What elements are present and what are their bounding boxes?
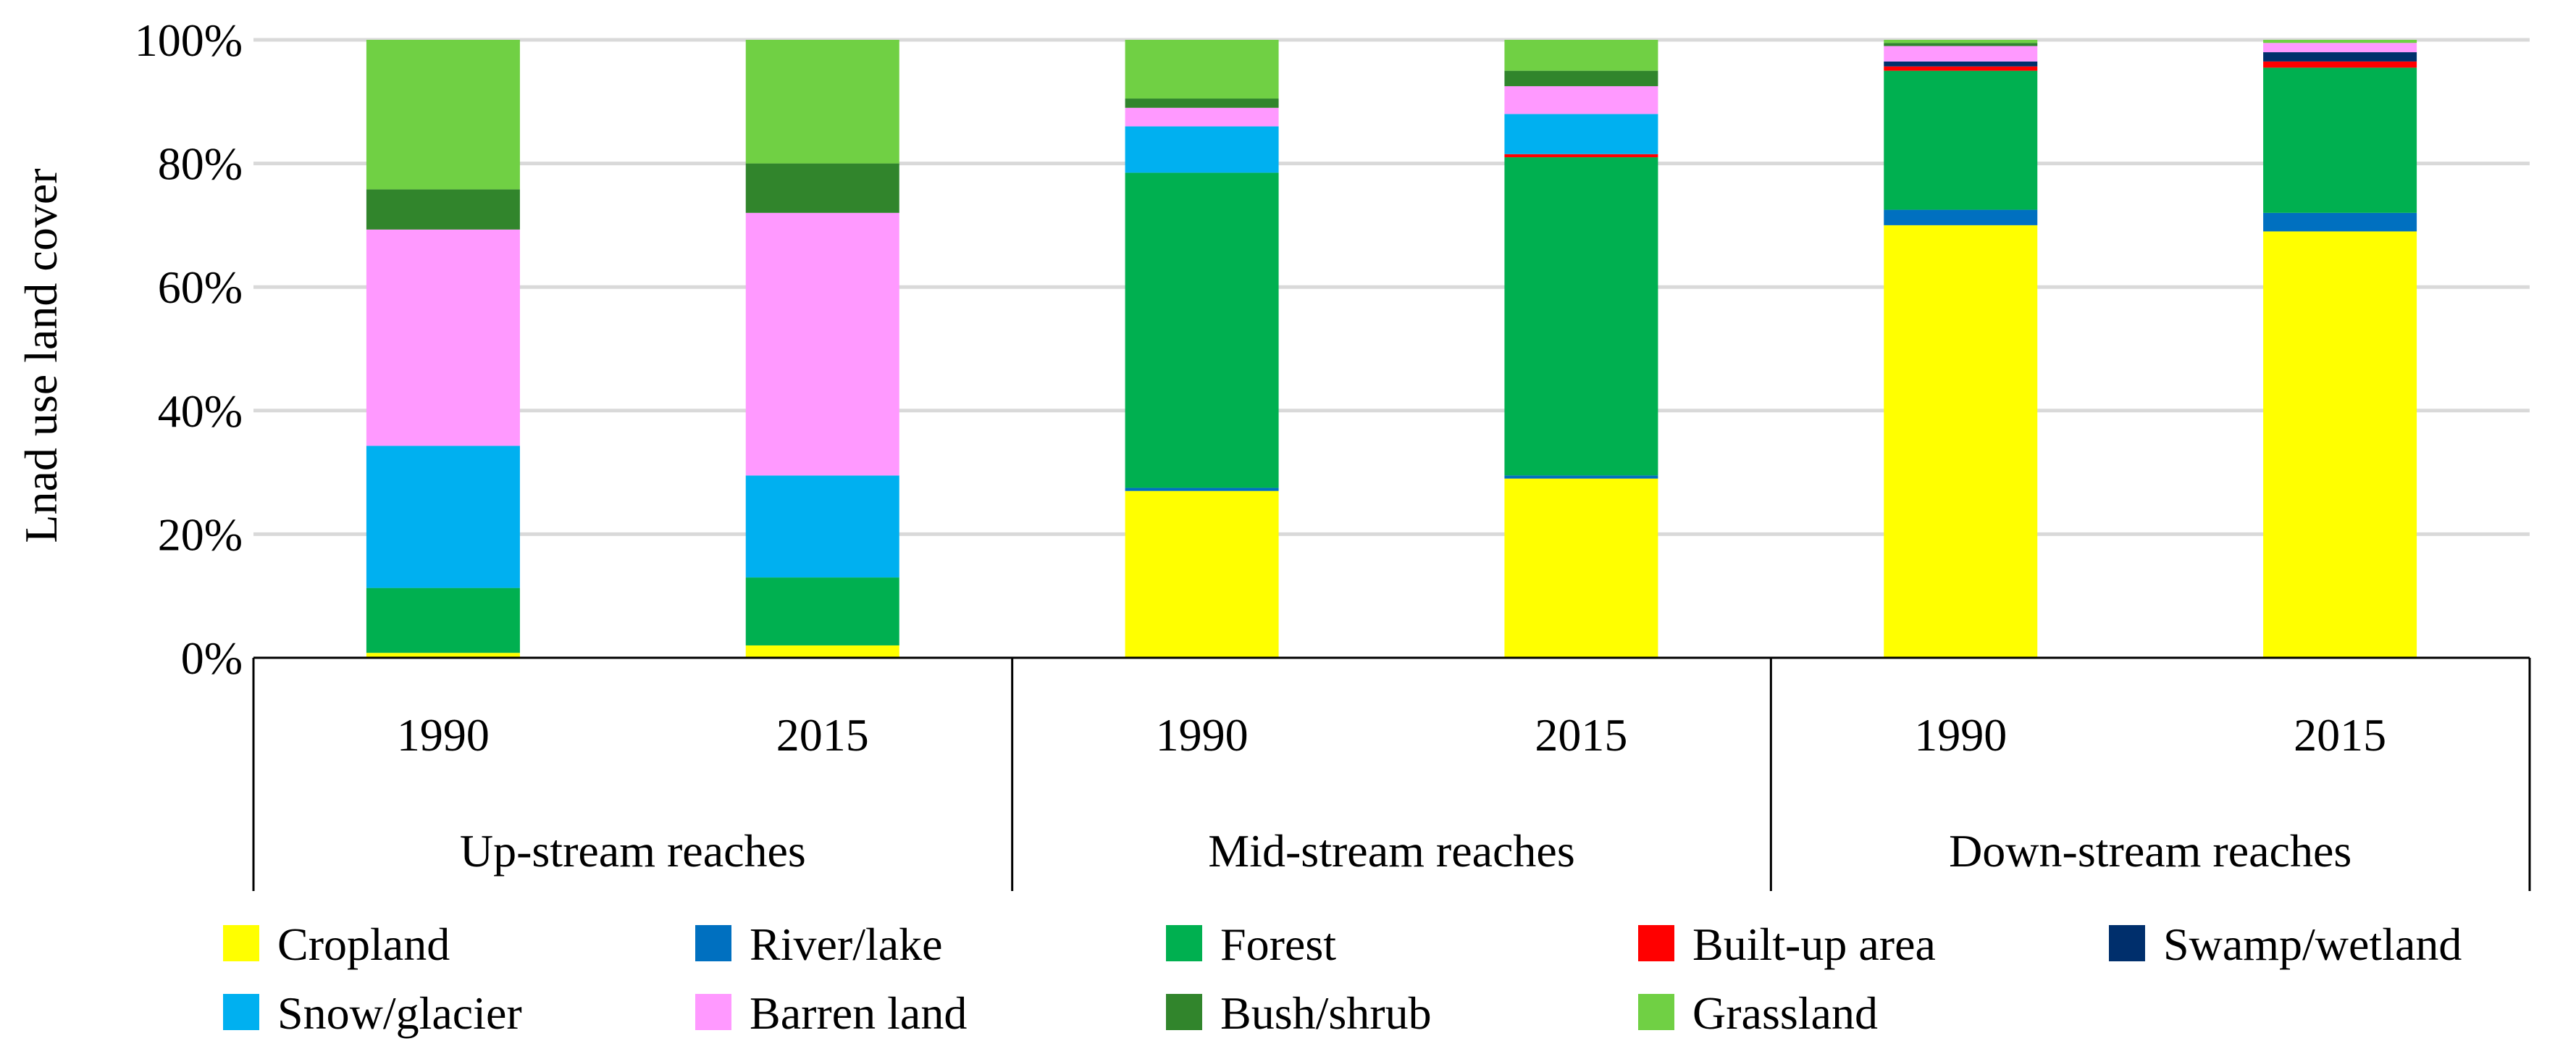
bar-grassland-2 [745,40,899,164]
bar-bush-shrub-5 [1884,43,2038,46]
bar-barren-land-4 [1504,85,1658,114]
legend-swatch-snow-glacier [223,994,259,1030]
bar-bush-shrub-3 [1125,99,1279,108]
x-category-labels: 1990 2015 1990 2015 1990 2015 [397,709,2386,761]
bar-snow-glacier-2 [745,475,899,578]
bar-snow-glacier-1 [366,446,520,588]
legend-label-built-up-area: Built-up area [1692,919,1936,970]
legend-label-bush-shrub: Bush/shrub [1220,987,1432,1039]
bar-barren-land-6 [2263,43,2417,53]
bar-forest-1 [366,588,520,653]
y-axis-label: Lnad use land cover [15,168,67,543]
legend-label-swamp-wetland: Swamp/wetland [2163,919,2462,970]
x-tick-2015-6: 2015 [2294,709,2386,761]
bar-built-up-area-5 [1884,66,2038,71]
bar-forest-4 [1504,157,1658,476]
axes [252,656,2531,891]
bar-river-lake-3 [1125,488,1279,491]
y-tick-60: 60% [158,262,243,313]
bar-swamp-wetland-6 [2263,52,2417,62]
x-group-labels: Up-stream reaches Mid-stream reaches Down-… [460,825,2351,877]
bar-bush-shrub-4 [1504,70,1658,86]
bar-cropland-3 [1125,490,1279,658]
legend-swatch-barren-land [695,994,731,1030]
legend-label-cropland: Cropland [277,919,450,970]
x-tick-1990-1: 1990 [397,709,490,761]
bar-snow-glacier-3 [1125,126,1279,173]
bar-swamp-wetland-5 [1884,61,2038,67]
bar-forest-5 [1884,70,2038,210]
bar-cropland-1 [366,653,520,658]
legend-label-grassland: Grassland [1692,987,1878,1039]
y-tick-40: 40% [158,385,243,437]
legend-swatch-bush-shrub [1166,994,1202,1030]
legend-label-river-lake: River/lake [750,919,943,970]
legend-label-barren-land: Barren land [750,987,967,1039]
bars [366,40,2417,658]
bar-forest-6 [2263,67,2417,213]
y-tick-100: 100% [135,14,243,66]
bar-grassland-3 [1125,40,1279,99]
bar-barren-land-1 [366,229,520,446]
bar-barren-land-2 [745,212,899,476]
legend-swatch-forest [1166,925,1202,961]
bar-snow-glacier-4 [1504,114,1658,154]
bar-cropland-5 [1884,225,2038,658]
bar-river-lake-6 [2263,212,2417,232]
legend-swatch-river-lake [695,925,731,961]
legend-swatch-cropland [223,925,259,961]
bar-bush-shrub-1 [366,189,520,230]
legend-label-forest: Forest [1220,919,1336,970]
x-tick-2015-4: 2015 [1535,709,1627,761]
bar-cropland-2 [745,645,899,658]
y-tick-labels: 0% 20% 40% 60% 80% 100% [135,14,243,684]
gridlines [253,38,2530,536]
bar-grassland-4 [1504,40,1658,71]
x-tick-1990-3: 1990 [1156,709,1249,761]
legend-swatch-swamp-wetland [2109,925,2145,961]
legend: Cropland River/lake Forest Built-up area Swa… [223,919,2462,1039]
bar-grassland-1 [366,40,520,190]
bar-river-lake-5 [1884,209,2038,225]
x-group-down-stream-reaches: Down-stream reaches [1949,825,2351,877]
bar-bush-shrub-2 [745,163,899,213]
x-group-mid-stream-reaches: Mid-stream reaches [1208,825,1574,877]
bar-forest-3 [1125,172,1279,488]
y-tick-80: 80% [158,138,243,190]
bar-barren-land-3 [1125,107,1279,127]
bar-grassland-6 [2263,40,2417,43]
x-tick-2015-2: 2015 [776,709,869,761]
legend-label-snow-glacier: Snow/glacier [277,987,522,1039]
x-tick-1990-5: 1990 [1914,709,2007,761]
legend-swatch-grassland [1638,994,1674,1030]
legend-swatch-built-up-area [1638,925,1674,961]
bar-cropland-4 [1504,478,1658,658]
bar-barren-land-5 [1884,46,2038,62]
bar-forest-2 [745,577,899,645]
bar-cropland-6 [2263,231,2417,658]
x-group-up-stream-reaches: Up-stream reaches [460,825,806,877]
y-tick-0: 0% [181,632,243,684]
bar-river-lake-4 [1504,475,1658,479]
y-tick-20: 20% [158,509,243,560]
bar-built-up-area-4 [1504,154,1658,158]
bar-built-up-area-6 [2263,61,2417,68]
bar-grassland-5 [1884,40,2038,43]
